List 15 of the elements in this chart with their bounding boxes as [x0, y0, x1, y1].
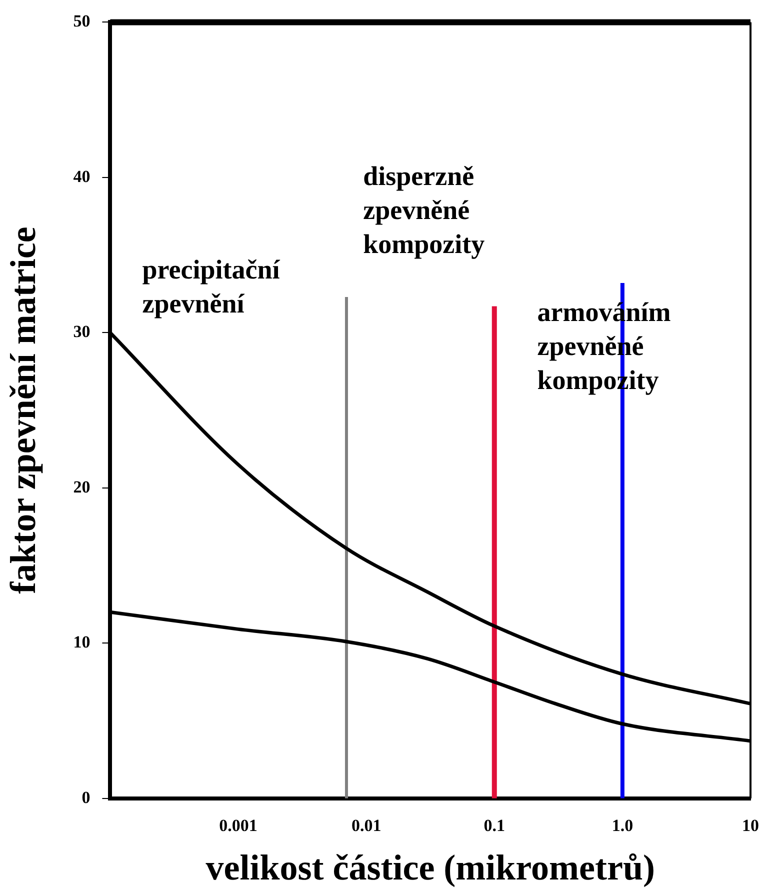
x-tick-label: 0.001: [219, 816, 258, 835]
x-tick-label: 0.1: [484, 816, 506, 835]
y-axis-title: faktor zpevnění matrice: [2, 226, 43, 594]
y-tick-label: 20: [73, 477, 90, 496]
x-tick-label: 1.0: [612, 816, 634, 835]
x-tick-label: 0.01: [351, 816, 382, 835]
y-tick-label: 40: [73, 166, 90, 186]
x-tick-label: 10: [742, 816, 759, 835]
annotation: precipitační zpevnění: [142, 254, 280, 318]
y-tick-label: 30: [73, 322, 90, 342]
y-tick-label: 50: [73, 12, 90, 31]
annotation: disperzně zpevněné kompozity: [363, 161, 486, 260]
y-tick-label: 10: [73, 632, 90, 652]
y-tick-label: 0: [82, 788, 90, 807]
x-axis-title: velikost částice (mikrometrů): [206, 848, 655, 888]
